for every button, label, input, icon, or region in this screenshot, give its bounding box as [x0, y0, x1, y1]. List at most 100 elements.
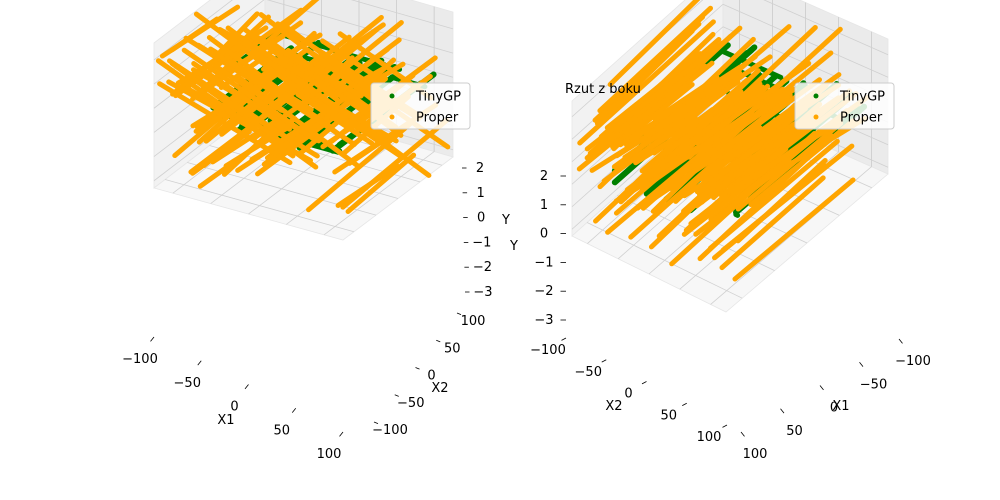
- proper-point: [281, 22, 381, 98]
- x2-axis-ticks: −100 −50 0 50 100: [530, 337, 728, 445]
- legend-box: [794, 82, 895, 130]
- y-axis-label: Y: [501, 213, 510, 228]
- proper-point: [604, 55, 697, 131]
- tick-label: 50: [660, 408, 677, 423]
- proper-point: [732, 177, 856, 282]
- chart-title: Rzut z boku: [565, 82, 641, 97]
- x2-axis-label: X2: [431, 381, 448, 396]
- proper-point: [584, 40, 725, 152]
- proper-point: [651, 107, 715, 156]
- proper-point: [255, 107, 346, 177]
- tick-label: −3: [534, 313, 553, 328]
- proper-point: [255, 35, 364, 99]
- proper-point: [181, 47, 318, 143]
- tick-label: −50: [174, 376, 201, 391]
- tick-label: −100: [895, 354, 931, 369]
- legend-entry: Proper: [840, 111, 883, 126]
- proper-point: [646, 125, 763, 205]
- tick-label: 1: [476, 186, 484, 201]
- x1-axis-ticks: −100 −50 0 50 100: [122, 336, 344, 462]
- x2-axis-label: X2: [605, 399, 622, 414]
- x1-axis-ticks: 100 50 0 −50 −100: [740, 338, 931, 462]
- proper-point: [577, 19, 716, 146]
- proper-point: [726, 86, 797, 140]
- tick-label: −50: [860, 377, 887, 392]
- proper-point: [604, 83, 689, 145]
- x1-axis-label: X1: [217, 413, 234, 428]
- left-3d-axes: −100−50050100−100−50050100−3−2−1012X1X2Y…: [122, 0, 518, 462]
- tick-label: −100: [122, 352, 158, 367]
- tick-label: −3: [473, 285, 492, 300]
- proper-point: [345, 152, 417, 214]
- proper-point: [211, 49, 357, 147]
- proper-point: [157, 81, 293, 166]
- right-3d-axes: 100 50 0 −50 −100 −100 −50 0 50 100 −3 −2 −1 0 1 2 X1 X2 R…: [530, 0, 931, 462]
- proper-point: [258, 12, 384, 109]
- tick-label: 50: [273, 423, 290, 438]
- y-axis-ticks: −3 −2 −1 0 1 2: [534, 169, 566, 328]
- tick-label: −100: [530, 343, 566, 358]
- proper-point: [172, 86, 257, 159]
- legend-entry: TinyGP: [415, 90, 461, 105]
- proper-point: [305, 97, 374, 139]
- tick-label: −1: [534, 255, 553, 270]
- tick-label: −1: [472, 235, 491, 250]
- tick-label: −50: [397, 396, 424, 411]
- tinygp-point: [733, 211, 741, 218]
- proper-point: [212, 63, 284, 113]
- proper-point: [649, 86, 786, 185]
- tick-label: −50: [575, 365, 602, 380]
- tick-label: 1: [540, 198, 548, 213]
- tick-label: 50: [444, 341, 461, 356]
- tick-label: 100: [743, 447, 768, 462]
- tick-label: 0: [230, 400, 238, 415]
- proper-point: [193, 11, 334, 117]
- x1-axis-label: X1: [832, 399, 849, 414]
- proper-point: [250, 43, 340, 99]
- legend-marker: [389, 114, 395, 120]
- tick-label: 0: [427, 369, 435, 384]
- tick-label: 0: [540, 227, 548, 242]
- legend: TinyGP Proper: [370, 82, 471, 130]
- proper-point: [250, 48, 352, 119]
- tick-label: 0: [624, 387, 632, 402]
- proper-point: [707, 138, 840, 251]
- proper-point: [347, 125, 405, 166]
- proper-point: [735, 157, 828, 244]
- tick-label: 100: [697, 430, 722, 445]
- legend-marker: [389, 93, 395, 99]
- legend-entry: Proper: [416, 111, 459, 126]
- proper-point: [726, 118, 843, 195]
- proper-point: [698, 106, 809, 194]
- proper-point: [643, 54, 758, 139]
- legend-box: [370, 82, 471, 130]
- tick-label: 100: [317, 447, 342, 462]
- proper-point: [594, 28, 695, 126]
- tick-label: 2: [476, 161, 484, 176]
- legend: TinyGP Proper: [794, 82, 895, 130]
- tick-label: 0: [477, 211, 485, 226]
- legend-marker: [813, 114, 819, 120]
- proper-point: [722, 118, 809, 185]
- proper-point: [597, 5, 713, 114]
- proper-point: [211, 90, 320, 159]
- proper-point: [614, 83, 729, 159]
- y-axis-label: Y: [509, 239, 518, 254]
- tick-label: −2: [534, 284, 553, 299]
- proper-point: [659, 109, 724, 158]
- proper-point: [630, 82, 695, 136]
- series-proper: [155, 0, 451, 214]
- proper-point: [652, 75, 720, 122]
- tick-label: 50: [786, 424, 803, 439]
- legend-marker: [813, 93, 819, 99]
- tick-label: 100: [461, 314, 486, 329]
- tick-label: 0: [830, 401, 838, 416]
- proper-point: [615, 82, 676, 134]
- proper-point: [320, 38, 378, 79]
- proper-point: [191, 61, 292, 132]
- proper-point: [624, 84, 766, 193]
- proper-point: [159, 4, 241, 59]
- proper-point: [695, 60, 812, 146]
